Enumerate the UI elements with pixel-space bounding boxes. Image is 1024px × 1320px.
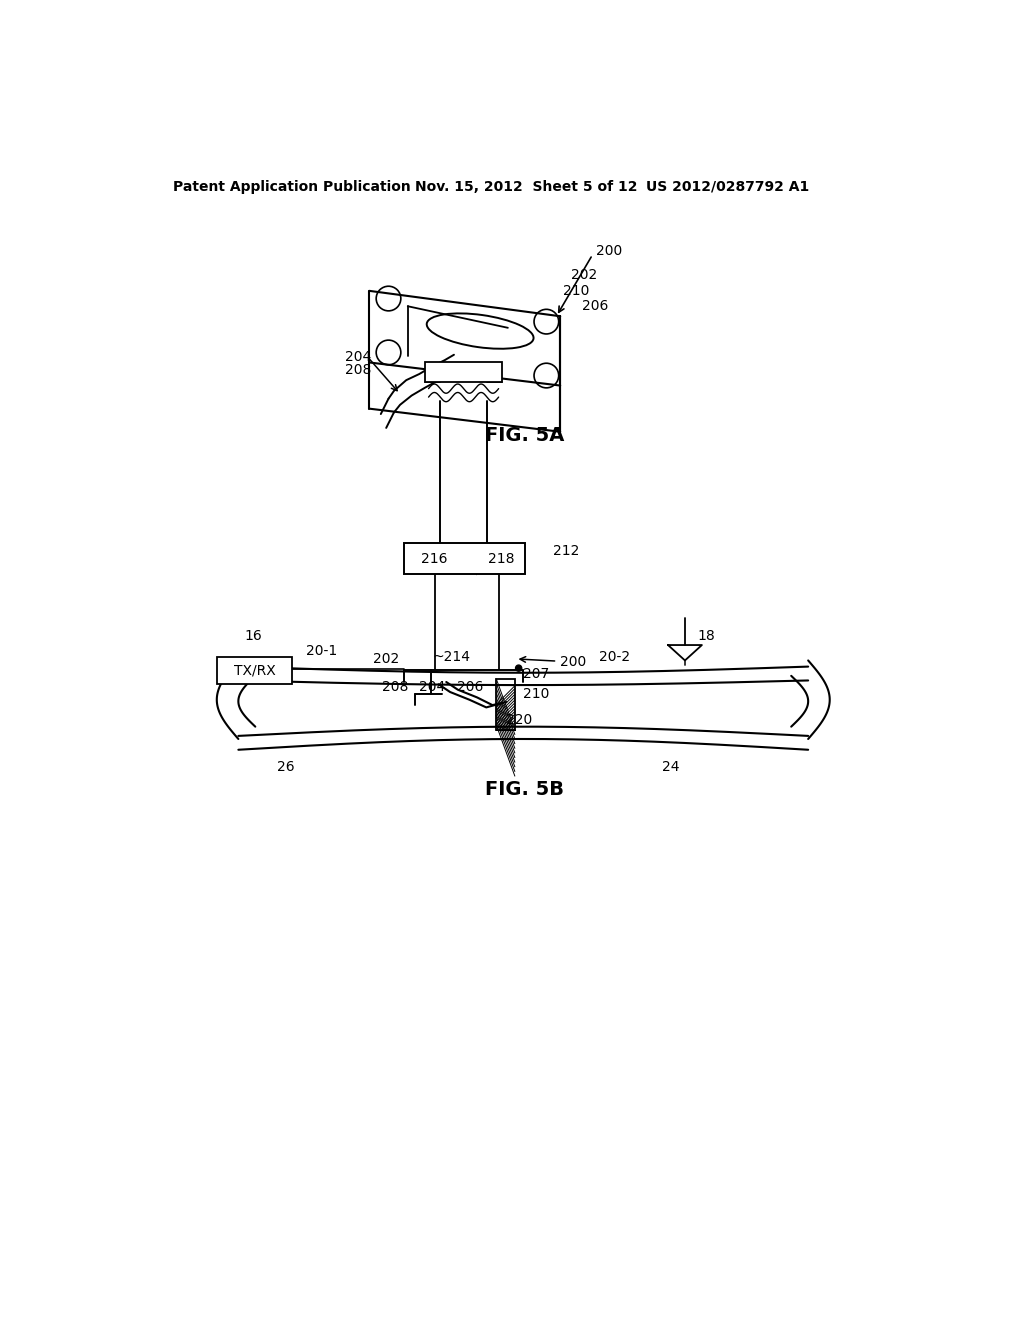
Text: 20-1: 20-1 [306,644,337,659]
Text: 218: 218 [488,552,515,566]
Text: FIG. 5B: FIG. 5B [485,780,564,800]
Text: 216: 216 [422,552,447,566]
Bar [425,363,503,381]
Text: 206: 206 [582,300,608,313]
Bar [217,657,292,684]
Text: 18: 18 [697,628,715,643]
Text: Nov. 15, 2012  Sheet 5 of 12: Nov. 15, 2012 Sheet 5 of 12 [416,180,638,194]
Text: 200: 200 [520,655,587,669]
Text: 204: 204 [345,350,371,364]
Text: 220: 220 [506,714,531,727]
Text: 207: 207 [523,668,550,681]
Text: US 2012/0287792 A1: US 2012/0287792 A1 [646,180,810,194]
Text: 212: 212 [553,544,579,558]
Text: 204: 204 [419,680,445,693]
Text: FIG. 5A: FIG. 5A [485,426,564,445]
Text: TX/RX: TX/RX [233,664,275,677]
Text: 24: 24 [662,760,679,774]
Text: 16: 16 [245,628,262,643]
Text: 210: 210 [523,688,550,701]
Text: 208: 208 [345,363,371,378]
Circle shape [515,665,521,672]
Text: ~214: ~214 [432,651,470,664]
Text: 26: 26 [276,760,295,774]
Text: 210: 210 [563,284,590,298]
Bar [497,678,515,730]
Text: 200: 200 [596,244,622,257]
Text: 20-2: 20-2 [599,651,630,664]
Text: Patent Application Publication: Patent Application Publication [173,180,411,194]
Text: 202: 202 [571,268,597,282]
Text: 206: 206 [457,680,483,693]
Text: 202: 202 [373,652,399,665]
Text: 208: 208 [382,680,409,693]
Bar [403,544,525,574]
